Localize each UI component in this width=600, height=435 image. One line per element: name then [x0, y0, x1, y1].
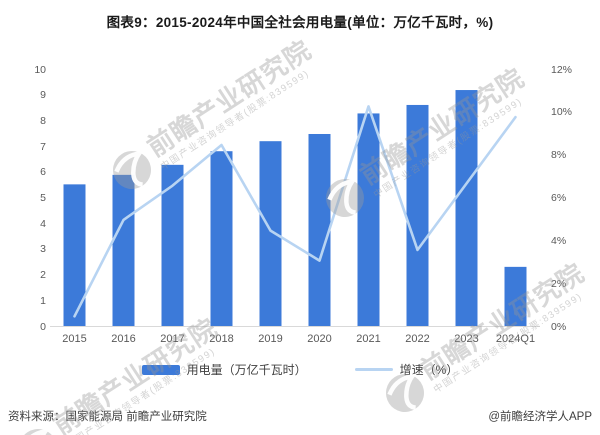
- growth-line: [73, 105, 517, 318]
- bar-2017: [161, 164, 184, 327]
- source-note: 资料来源：国家能源局 前瞻产业研究院: [8, 411, 207, 423]
- x-axis-label: 2016: [111, 333, 136, 345]
- y-left-tick: 3: [40, 243, 46, 256]
- y-left-tick: 9: [40, 89, 46, 102]
- y-right-tick: 8%: [551, 149, 567, 162]
- bar-2021: [357, 113, 380, 327]
- chart-title: 图表9：2015-2024年中国全社会用电量(单位：万亿千瓦时，%): [106, 15, 494, 30]
- y-left-tick: 6: [40, 166, 46, 179]
- y-left-tick: 0: [40, 320, 46, 333]
- legend-label: 用电量（万亿千瓦时）: [186, 363, 307, 377]
- y-axis-right: 0% 2% 4% 6% 8% 10% 12%: [551, 64, 591, 333]
- bar-2015: [63, 184, 86, 327]
- bar-2016: [112, 174, 135, 327]
- y-left-tick: 7: [40, 140, 46, 153]
- legend-label: 增速（%）: [399, 363, 459, 377]
- y-axis-left: 0 1 2 3 4 5 6 7 8 9 10: [18, 64, 46, 333]
- y-right-tick: 6%: [551, 192, 567, 204]
- y-right-tick: 4%: [551, 234, 567, 247]
- bar-2018: [210, 151, 233, 327]
- x-axis-label: 2022: [405, 333, 430, 345]
- y-right-tick: 0%: [551, 320, 567, 333]
- y-right-tick: 12%: [551, 63, 573, 76]
- y-left-tick: 5: [40, 192, 46, 204]
- legend: 用电量（万亿千瓦时） 增速（%）: [0, 361, 600, 378]
- y-left-tick: 2: [40, 269, 46, 282]
- x-axis: 2015 2016 2017 2018 2019 2020 2021 2022 2023 2024…: [50, 333, 540, 347]
- bar-2024Q1: [504, 266, 527, 327]
- x-axis-label: 2020: [307, 333, 332, 345]
- y-left-tick: 1: [40, 294, 46, 307]
- y-left-tick: 8: [40, 114, 46, 127]
- x-axis-label: 2024Q1: [495, 333, 536, 345]
- bar-2023: [455, 90, 478, 327]
- bar-2022: [406, 104, 429, 327]
- x-axis-label: 2023: [454, 333, 479, 345]
- footer: 资料来源：国家能源局 前瞻产业研究院 @前瞻经济学人APP: [0, 405, 600, 427]
- x-axis-label: 2017: [160, 333, 185, 345]
- bar-2019: [259, 141, 282, 327]
- bar-2020: [308, 133, 331, 327]
- x-axis-label: 2018: [209, 333, 234, 345]
- y-right-tick: 2%: [551, 277, 567, 290]
- legend-item-consumption[interactable]: 用电量（万亿千瓦时）: [141, 361, 307, 378]
- y-left-tick: 10: [34, 63, 46, 76]
- bar-series-swatch: [141, 364, 180, 375]
- line-series-swatch: [354, 367, 393, 372]
- y-right-tick: 10%: [551, 106, 573, 119]
- credit-note: @前瞻经济学人APP: [488, 411, 592, 423]
- x-axis-label: 2015: [62, 333, 87, 345]
- y-left-tick: 4: [40, 217, 46, 230]
- x-axis-label: 2021: [356, 333, 381, 345]
- plot-area: [50, 90, 540, 327]
- x-axis-label: 2019: [258, 333, 283, 345]
- legend-item-growth[interactable]: 增速（%）: [354, 361, 459, 378]
